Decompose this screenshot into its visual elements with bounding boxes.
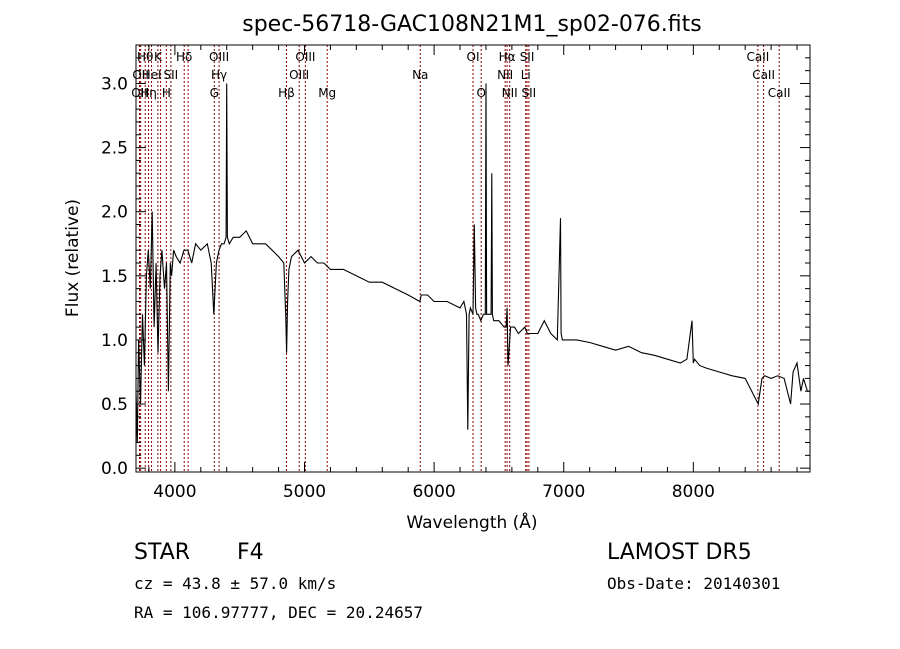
survey-name: LAMOST DR5 bbox=[607, 540, 752, 565]
x-tick-label: 5000 bbox=[283, 482, 326, 502]
plot-frame bbox=[135, 44, 811, 473]
y-tick-label: 2.5 bbox=[101, 139, 128, 159]
line-marker-label: SII bbox=[520, 50, 535, 64]
emission-line-labels: OII OII Hθ Hη HeI K H SII Hδ G OIII Hγ Hβ OIII OIII Mg N… bbox=[131, 50, 790, 100]
x-tick-label: 7000 bbox=[542, 482, 585, 502]
object-class: STAR bbox=[134, 540, 191, 565]
x-tick-label: 4000 bbox=[153, 482, 196, 502]
line-marker-label: Hδ bbox=[176, 50, 192, 64]
line-marker-label: NII bbox=[502, 86, 518, 100]
line-marker-label: OI bbox=[467, 50, 480, 64]
line-marker-label: O bbox=[476, 86, 485, 100]
line-marker-label: Hη bbox=[140, 86, 157, 100]
object-subclass: F4 bbox=[237, 540, 264, 565]
line-marker-label: OIII bbox=[289, 68, 309, 82]
line-marker-label: SII bbox=[164, 68, 179, 82]
x-tick-labels: 4000 5000 6000 7000 8000 bbox=[153, 482, 715, 502]
y-axis-label: Flux (relative) bbox=[63, 199, 83, 317]
y-tick-label: 0.5 bbox=[101, 395, 128, 415]
line-marker-label: H bbox=[162, 86, 171, 100]
line-marker-label: NII bbox=[497, 68, 513, 82]
coordinates: RA = 106.97777, DEC = 20.24657 bbox=[134, 603, 423, 622]
y-tick-label: 0.0 bbox=[101, 459, 128, 479]
emission-line-markers bbox=[138, 45, 780, 472]
line-marker-label: Hβ bbox=[278, 86, 295, 100]
line-marker-label: HeI bbox=[142, 68, 162, 82]
line-marker-label: SII bbox=[522, 86, 537, 100]
x-axis-label: Wavelength (Å) bbox=[406, 511, 537, 533]
y-tick-label: 3.0 bbox=[101, 74, 128, 94]
line-marker-label: CaII bbox=[768, 86, 791, 100]
axis-ticks bbox=[136, 45, 810, 472]
line-marker-label: OII bbox=[132, 68, 149, 82]
x-tick-label: 8000 bbox=[672, 482, 715, 502]
line-marker-label: G bbox=[210, 86, 219, 100]
line-marker-label: CaII bbox=[746, 50, 769, 64]
line-marker-label: OIII bbox=[295, 50, 315, 64]
line-marker-label: OII bbox=[131, 86, 148, 100]
y-tick-label: 1.5 bbox=[101, 267, 128, 287]
spectrum-line bbox=[135, 83, 810, 443]
line-marker-label: K bbox=[154, 50, 163, 64]
y-tick-label: 2.0 bbox=[101, 203, 128, 223]
line-marker-label: Li bbox=[521, 68, 531, 82]
line-marker-label: OIII bbox=[209, 50, 229, 64]
redshift-velocity: cz = 43.8 ± 57.0 km/s bbox=[134, 574, 337, 593]
line-marker-label: Hθ bbox=[137, 50, 153, 64]
y-tick-label: 1.0 bbox=[101, 331, 128, 351]
line-marker-label: CaII bbox=[752, 68, 775, 82]
observation-date: Obs-Date: 20140301 bbox=[607, 574, 781, 593]
line-marker-label: Hα bbox=[499, 50, 516, 64]
y-tick-labels: 0.0 0.5 1.0 1.5 2.0 2.5 3.0 bbox=[101, 74, 128, 479]
line-marker-label: Mg bbox=[318, 86, 336, 100]
x-tick-label: 6000 bbox=[412, 482, 455, 502]
line-marker-label: Na bbox=[412, 68, 428, 82]
chart-title: spec-56718-GAC108N21M1_sp02-076.fits bbox=[242, 12, 702, 37]
line-marker-label: Hγ bbox=[211, 68, 227, 82]
